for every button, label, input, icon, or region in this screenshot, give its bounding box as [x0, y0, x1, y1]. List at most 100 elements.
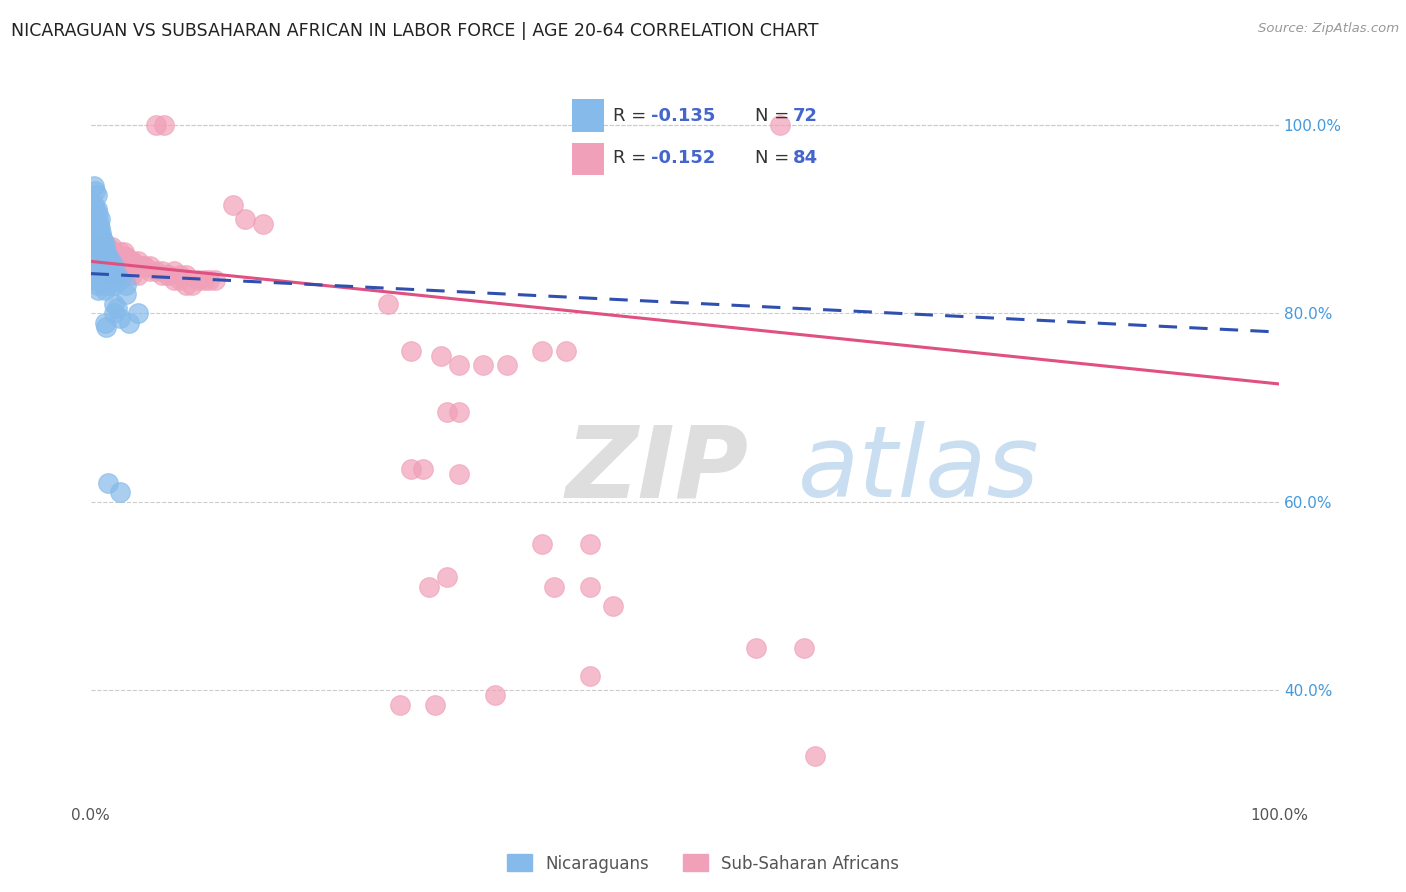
Point [139, 264, 162, 278]
Point [115, 287, 138, 301]
Point [89, 240, 111, 254]
Point [91, 259, 114, 273]
Point [84, 235, 107, 250]
Point [115, 250, 138, 264]
Point [94, 283, 117, 297]
Point [436, 405, 458, 419]
Point [87, 207, 110, 221]
Point [127, 268, 149, 283]
Point [93, 264, 115, 278]
Point [578, 669, 600, 683]
Point [101, 240, 124, 254]
Point [401, 343, 423, 358]
Point [110, 485, 132, 500]
Point [121, 268, 143, 283]
Point [103, 277, 125, 292]
Point [163, 264, 186, 278]
Point [169, 273, 191, 287]
Point [447, 358, 470, 372]
Point [86, 240, 108, 254]
Point [110, 310, 132, 325]
Point [83, 178, 105, 193]
Point [103, 254, 125, 268]
Point [198, 273, 221, 287]
Point [97, 244, 120, 259]
Point [94, 320, 117, 334]
Point [110, 250, 132, 264]
Point [89, 250, 111, 264]
Point [82, 240, 104, 254]
Point [94, 240, 117, 254]
Point [86, 277, 108, 292]
Point [90, 268, 112, 283]
Point [89, 235, 111, 250]
Point [103, 297, 125, 311]
Point [89, 264, 111, 278]
Point [180, 277, 202, 292]
Point [495, 358, 517, 372]
Point [110, 273, 132, 287]
Point [163, 273, 186, 287]
Point [233, 211, 256, 226]
Point [87, 235, 110, 250]
Point [87, 221, 110, 235]
Point [82, 254, 104, 268]
Point [103, 306, 125, 320]
Point [252, 217, 274, 231]
Point [193, 273, 215, 287]
Point [769, 118, 792, 132]
Point [97, 475, 120, 490]
Point [91, 273, 114, 287]
Point [103, 259, 125, 273]
Point [425, 698, 447, 712]
Point [91, 240, 114, 254]
Point [83, 240, 105, 254]
Point [83, 211, 105, 226]
Point [115, 277, 138, 292]
Point [412, 462, 434, 476]
Point [471, 358, 494, 372]
Point [97, 240, 120, 254]
Point [94, 273, 117, 287]
Point [89, 211, 111, 226]
Point [793, 640, 815, 655]
Point [86, 202, 108, 217]
Point [86, 217, 108, 231]
Text: NICARAGUAN VS SUBSAHARAN AFRICAN IN LABOR FORCE | AGE 20-64 CORRELATION CHART: NICARAGUAN VS SUBSAHARAN AFRICAN IN LABO… [11, 22, 818, 40]
Point [602, 599, 624, 613]
Point [103, 244, 125, 259]
Point [90, 226, 112, 240]
Point [204, 273, 226, 287]
Point [745, 640, 768, 655]
Point [531, 537, 554, 551]
Point [156, 268, 179, 283]
Point [94, 244, 117, 259]
Point [84, 202, 107, 217]
Point [150, 264, 173, 278]
Point [90, 240, 112, 254]
Point [94, 316, 117, 330]
Legend: Nicaraguans, Sub-Saharan Africans: Nicaraguans, Sub-Saharan Africans [501, 847, 905, 880]
Point [110, 268, 132, 283]
Point [127, 306, 149, 320]
Point [145, 264, 167, 278]
Point [94, 254, 117, 268]
Point [436, 570, 458, 584]
Point [121, 254, 143, 268]
Point [447, 467, 470, 481]
Point [87, 250, 110, 264]
Point [86, 250, 108, 264]
Point [222, 198, 245, 212]
Point [132, 259, 155, 273]
Point [83, 198, 105, 212]
Point [145, 118, 167, 132]
Point [543, 580, 565, 594]
Point [388, 698, 411, 712]
Point [531, 343, 554, 358]
Point [89, 221, 111, 235]
Point [94, 259, 117, 273]
Point [90, 254, 112, 268]
Point [97, 264, 120, 278]
Point [150, 268, 173, 283]
Point [87, 231, 110, 245]
